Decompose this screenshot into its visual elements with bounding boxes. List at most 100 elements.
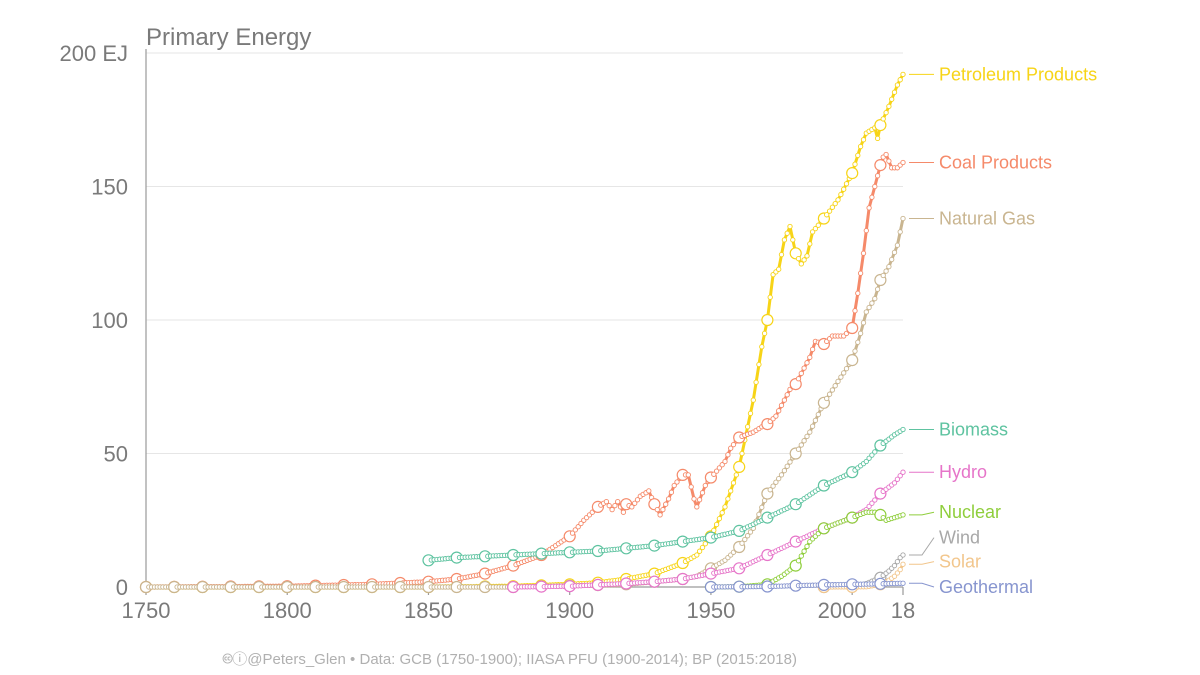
point-coal-products-1945 [694, 504, 700, 510]
series-labels: Petroleum Products Coal Products Natural G… [909, 64, 1097, 597]
point-natural-gas-1994 [832, 383, 838, 389]
point-natural-gas-1983 [801, 438, 807, 444]
point-natural-gas-2011 [880, 272, 886, 279]
point-natural-gas-1962 [742, 536, 748, 543]
point-natural-gas-1975 [778, 472, 785, 478]
marker-coal-products-2000 [846, 321, 859, 335]
point-coal-products-1931 [654, 506, 660, 513]
y-tick-label-50: 50 [104, 442, 128, 467]
point-coal-products-2006 [866, 205, 872, 211]
point-coal-products-1953 [716, 465, 723, 471]
point-coal-products-1951 [711, 471, 717, 477]
point-petroleum-products-1947 [699, 544, 706, 551]
point-coal-products-1954 [719, 462, 725, 468]
point-solar-2015 [891, 573, 898, 579]
point-natural-gas-2002 [855, 339, 861, 345]
point-natural-gas-2003 [857, 330, 864, 337]
separator-dot: • [350, 651, 356, 668]
label-connector-wind [909, 537, 935, 556]
point-nuclear-1981 [795, 558, 802, 564]
point-natural-gas-1988 [815, 411, 821, 418]
point-coal-products-1952 [713, 468, 720, 474]
point-coal-products-1947 [699, 490, 706, 496]
point-natural-gas-2008 [872, 295, 878, 302]
point-natural-gas-2017 [897, 229, 903, 235]
point-petroleum-products-2012 [883, 109, 889, 116]
x-tick-label-1900: 1900 [545, 598, 594, 623]
point-natural-gas-1993 [829, 387, 836, 393]
point-hydro-2018 [900, 469, 906, 475]
point-biomass-2007 [869, 452, 875, 458]
series-markers-coal-products [139, 151, 906, 594]
point-natural-gas-1971 [767, 487, 773, 493]
point-coal-products-1974 [776, 408, 782, 414]
point-petroleum-products-1976 [781, 237, 788, 243]
point-coal-products-1938 [674, 479, 680, 485]
point-natural-gas-2004 [860, 320, 867, 326]
marker-petroleum-products-1970 [761, 313, 774, 327]
point-wind-2015 [891, 562, 898, 569]
point-natural-gas-2009 [874, 286, 881, 292]
point-petroleum-products-1965 [750, 397, 756, 403]
point-natural-gas-1991 [824, 395, 830, 402]
point-petroleum-products-1998 [843, 181, 850, 187]
point-petroleum-products-1966 [753, 379, 759, 385]
point-natural-gas-1963 [744, 533, 751, 539]
point-petroleum-products-1992 [826, 208, 833, 214]
tick-labels: 0 50 100 150 200 EJ 1750 1800 1850 1900 1950 2000 1… [60, 41, 916, 623]
point-natural-gas-1964 [747, 529, 754, 535]
point-petroleum-products-1987 [812, 225, 819, 232]
point-petroleum-products-2001 [852, 161, 858, 167]
point-coal-products-1942 [685, 472, 691, 478]
series-label-solar: Solar [939, 552, 981, 572]
point-natural-gas-2014 [889, 256, 895, 263]
point-coal-products-1937 [671, 482, 677, 489]
point-hydro-2017 [897, 473, 903, 479]
point-wind-2018 [900, 552, 906, 558]
point-petroleum-products-2011 [880, 116, 886, 122]
point-solar-2016 [894, 570, 901, 576]
series-line-coal-products [144, 153, 905, 589]
point-coal-products-1932 [657, 512, 663, 518]
data-sources: Data: GCB (1750-1900); IIASA PFU (1900-2… [359, 651, 797, 668]
point-coal-products-1933 [660, 506, 666, 513]
author-handle: @Peters_Glen [247, 651, 346, 668]
point-hydro-2016 [894, 476, 901, 482]
label-connector-solar [909, 561, 935, 565]
marker-coal-products-2010 [874, 159, 887, 172]
point-petroleum-products-1958 [730, 480, 737, 486]
point-coal-products-1982 [798, 370, 804, 377]
chart-title: Primary Energy [146, 24, 311, 51]
point-natural-gas-2015 [891, 249, 898, 256]
marker-natural-gas-2000 [846, 354, 859, 367]
point-biomass-2008 [872, 449, 878, 455]
point-natural-gas-2006 [866, 304, 872, 311]
point-coal-products-1948 [702, 482, 708, 489]
point-coal-products-2003 [857, 270, 864, 276]
y-tick-label-0: 0 [116, 575, 128, 600]
marker-petroleum-products-2000 [846, 167, 859, 180]
point-natural-gas-1968 [759, 504, 765, 511]
point-coal-products-2001 [852, 308, 858, 314]
point-coal-products-1904 [578, 520, 584, 527]
point-petroleum-products-2017 [897, 77, 903, 83]
marker-petroleum-products-1960 [733, 460, 746, 473]
y-tick-label-200: 200 EJ [60, 41, 129, 66]
series-label-nuclear: Nuclear [939, 502, 1001, 522]
point-natural-gas-1977 [784, 463, 790, 469]
x-tick-label-2018: 18 [891, 598, 915, 623]
point-natural-gas-1967 [756, 511, 762, 518]
point-petroleum-products-1995 [835, 197, 841, 203]
primary-energy-chart: 0 50 100 150 200 EJ 1750 1800 1850 1900 1950 2000 1… [60, 24, 1098, 623]
point-coal-products-2013 [886, 158, 892, 164]
point-coal-products-1901 [569, 530, 576, 536]
point-natural-gas-1982 [798, 442, 804, 448]
point-petroleum-products-1985 [807, 241, 813, 247]
series-label-wind: Wind [939, 528, 980, 548]
point-petroleum-products-1954 [719, 510, 725, 516]
point-coal-products-1976 [781, 397, 788, 403]
point-coal-products-1977 [784, 392, 790, 398]
point-natural-gas-1961 [739, 540, 745, 546]
point-petroleum-products-1956 [725, 496, 731, 502]
point-petroleum-products-1988 [815, 222, 821, 228]
